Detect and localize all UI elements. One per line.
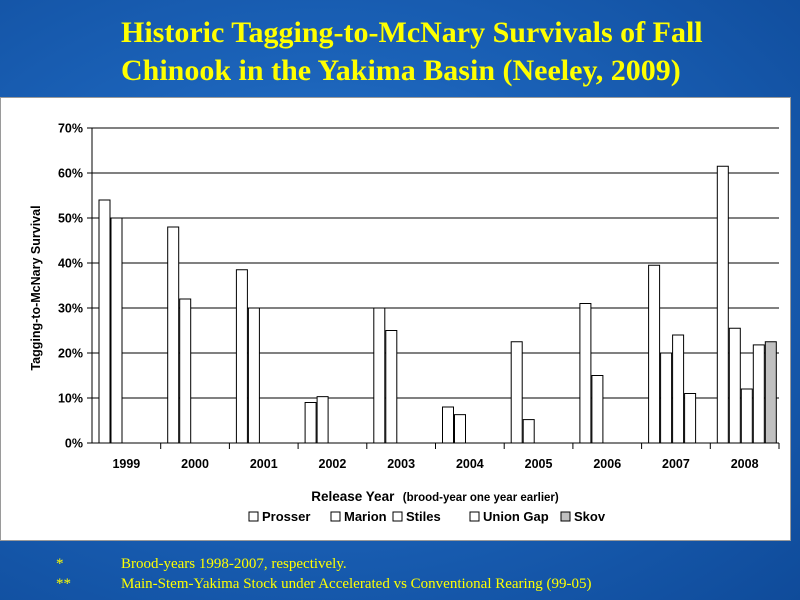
x-tick-label: 2005 xyxy=(525,457,553,471)
y-tick-label: 60% xyxy=(58,167,83,181)
legend-swatch xyxy=(560,511,571,522)
x-tick-label: 2006 xyxy=(593,457,621,471)
slide-title: Historic Tagging-to-McNary Survivals of … xyxy=(121,14,761,90)
bar-prosser xyxy=(304,402,317,444)
bar-marion xyxy=(316,396,329,444)
bar-prosser xyxy=(442,406,454,444)
x-tick-label: 2007 xyxy=(662,457,690,471)
bar-marion xyxy=(179,298,192,444)
footnote-2-mark: ** xyxy=(56,576,71,592)
footnote-1-mark: * xyxy=(56,556,64,572)
y-tick-labels: 0% 10% 20% 30% 40% 50% 60% 70% xyxy=(58,122,83,451)
bar-prosser xyxy=(579,303,592,444)
bar-chart: 0% 10% 20% 30% 40% 50% 60% 70% 1999 2000 2001 2002… xyxy=(29,122,780,524)
bar-union-gap xyxy=(752,344,765,444)
bar-marion xyxy=(660,352,673,444)
x-axis-label-sub: (brood-year one year earlier) xyxy=(403,492,559,504)
y-tick-label: 70% xyxy=(58,122,83,136)
x-tick-label: 1999 xyxy=(112,457,140,471)
x-tick-label: 2003 xyxy=(387,457,415,471)
y-tick-label: 50% xyxy=(58,212,83,226)
y-tick-label: 20% xyxy=(58,347,83,361)
bar-prosser xyxy=(373,307,386,444)
y-tick-label: 40% xyxy=(58,257,83,271)
x-tick-label: 2001 xyxy=(250,457,278,471)
bar-prosser xyxy=(98,199,111,444)
bar-stiles xyxy=(672,334,685,444)
legend-label: Stiles xyxy=(406,509,441,524)
x-tick-labels: 1999 2000 2001 2002 2003 2004 2005 2006 2007 2008 xyxy=(112,457,758,471)
bar-prosser xyxy=(167,226,180,444)
bars xyxy=(98,165,777,444)
bar-marion xyxy=(454,414,466,444)
bar-prosser xyxy=(235,269,248,444)
x-tick-label: 2004 xyxy=(456,457,484,471)
chart-panel: 0% 10% 20% 30% 40% 50% 60% 70% 1999 2000 2001 2002… xyxy=(0,97,791,541)
legend-label: Marion xyxy=(344,509,387,524)
legend-swatch xyxy=(330,511,341,522)
bar-marion xyxy=(385,330,398,444)
legend-label: Prosser xyxy=(262,509,310,524)
x-tick-label: 2008 xyxy=(731,457,759,471)
slide-title-line-1: Historic Tagging-to-McNary Survivals of … xyxy=(121,16,703,49)
bar-marion xyxy=(247,307,260,444)
legend-label: Skov xyxy=(574,509,606,524)
y-axis-label: Tagging-to-McNary Survival xyxy=(29,205,43,370)
legend-label: Union Gap xyxy=(483,509,549,524)
grid-lines xyxy=(92,127,779,399)
slide-title-line-2: Chinook in the Yakima Basin (Neeley, 200… xyxy=(121,54,681,87)
bar-prosser xyxy=(716,165,729,444)
x-axis-label: Release Year (brood-year one year earlie… xyxy=(311,488,559,505)
legend-swatch xyxy=(469,511,480,522)
bar-marion xyxy=(728,327,741,444)
footnote-2: ** Main-Stem-Yakima Stock under Accelera… xyxy=(0,576,800,596)
x-tick-label: 2002 xyxy=(319,457,347,471)
y-tick-label: 30% xyxy=(58,302,83,316)
footnotes: * Brood-years 1998-2007, respectively. *… xyxy=(0,556,800,596)
bar-prosser xyxy=(510,341,523,444)
bar-marion xyxy=(110,217,123,444)
bar-union-gap xyxy=(684,393,697,444)
legend: Prosser Marion Stiles Union Gap Skov xyxy=(248,509,606,524)
bar-skov xyxy=(764,341,777,444)
bar-prosser xyxy=(648,264,661,444)
bar-marion xyxy=(522,419,535,444)
legend-swatch xyxy=(392,511,403,522)
footnote-2-text: Main-Stem-Yakima Stock under Accelerated… xyxy=(121,576,592,592)
bar-marion xyxy=(591,375,604,444)
x-tick-label: 2000 xyxy=(181,457,209,471)
footnote-1-text: Brood-years 1998-2007, respectively. xyxy=(121,556,347,572)
bar-stiles xyxy=(740,388,753,444)
footnote-1: * Brood-years 1998-2007, respectively. xyxy=(0,556,800,576)
axes xyxy=(87,127,780,449)
y-tick-label: 0% xyxy=(65,437,83,451)
x-axis-label-main: Release Year xyxy=(311,489,395,504)
y-tick-label: 10% xyxy=(58,392,83,406)
legend-swatch xyxy=(248,511,259,522)
